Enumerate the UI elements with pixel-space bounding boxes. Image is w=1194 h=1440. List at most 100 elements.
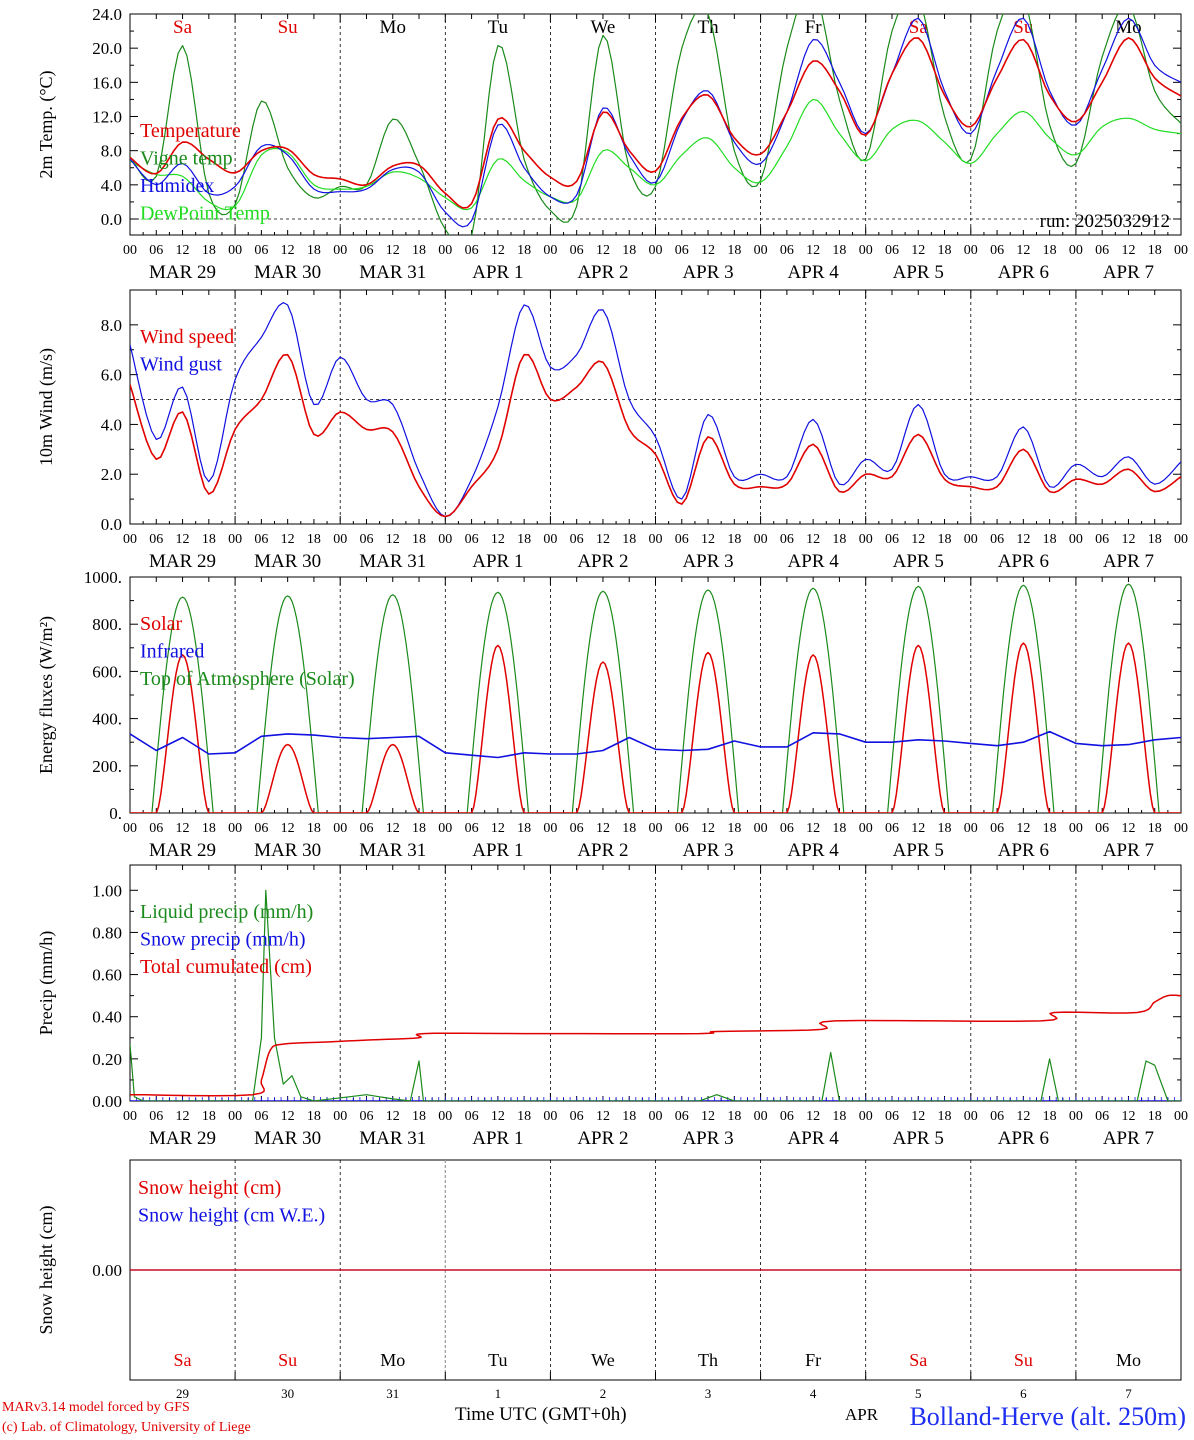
- x-tick-label: 18: [412, 1109, 426, 1124]
- station-title: Bolland-Herve (alt. 250m): [909, 1402, 1186, 1431]
- day-number-label: 7: [1125, 1386, 1132, 1401]
- x-tick-label: 06: [359, 532, 373, 547]
- x-tick-label: 12: [491, 532, 505, 547]
- date-label: MAR 30: [254, 262, 321, 283]
- x-tick-label: 00: [649, 532, 663, 547]
- model-credit: MARv3.14 model forced by GFS: [2, 1400, 190, 1415]
- y-tick-label: 0.80: [92, 923, 122, 942]
- x-tick-label: 18: [622, 1109, 636, 1124]
- x-tick-label: 12: [176, 243, 190, 258]
- x-tick-label: 00: [228, 243, 242, 258]
- x-tick-label: 06: [570, 821, 584, 836]
- x-tick-label: 00: [1069, 821, 1083, 836]
- day-label: Tu: [488, 1350, 507, 1370]
- x-tick-label: 18: [202, 532, 216, 547]
- day-label: Fr: [805, 1350, 821, 1370]
- y-tick-label: 8.0: [101, 316, 122, 335]
- day-label: Tu: [488, 17, 509, 38]
- x-tick-label: 12: [596, 821, 610, 836]
- legend-entry: Temperature: [140, 120, 241, 142]
- date-label: APR 7: [1103, 1128, 1154, 1149]
- x-tick-label: 12: [911, 532, 925, 547]
- x-tick-label: 06: [675, 243, 689, 258]
- date-label: APR 6: [998, 262, 1049, 283]
- x-tick-label: 18: [832, 1109, 846, 1124]
- lab-credit: (c) Lab. of Climatology, University of L…: [2, 1420, 251, 1435]
- legend-entry: Total cumulated (cm): [140, 956, 312, 978]
- x-tick-label: 12: [281, 532, 295, 547]
- x-tick-label: 18: [938, 243, 952, 258]
- x-tick-label: 00: [543, 1109, 557, 1124]
- legend-entry: Vigne temp: [140, 148, 233, 170]
- date-label: APR 7: [1103, 262, 1154, 283]
- y-tick-label: 0.0: [101, 210, 122, 229]
- x-tick-label: 06: [885, 532, 899, 547]
- x-tick-label: 12: [911, 1109, 925, 1124]
- y-tick-label: 0.0: [101, 515, 122, 534]
- series-line-toa-solar: [130, 583, 1181, 813]
- x-tick-label: 18: [1043, 821, 1057, 836]
- day-number-label: 2: [600, 1386, 607, 1401]
- x-tick-label: 18: [1043, 1109, 1057, 1124]
- x-tick-label: 00: [333, 532, 347, 547]
- date-label: APR 4: [788, 1128, 840, 1149]
- x-tick-label: 12: [1121, 532, 1135, 547]
- x-tick-label: 00: [1174, 243, 1188, 258]
- series-line-dewpoint-temp: [130, 98, 1181, 211]
- x-tick-label: 00: [859, 532, 873, 547]
- x-tick-label: 12: [491, 243, 505, 258]
- day-number-label: 6: [1020, 1386, 1027, 1401]
- legend-entry: Liquid precip (mm/h): [140, 901, 313, 923]
- series-line-humidex: [130, 17, 1181, 228]
- x-tick-label: 12: [1016, 1109, 1030, 1124]
- x-tick-label: 12: [1016, 243, 1030, 258]
- x-tick-label: 00: [543, 243, 557, 258]
- series-line-wind-gust: [130, 302, 1181, 518]
- x-tick-label: 18: [1148, 821, 1162, 836]
- date-label: MAR 31: [359, 840, 426, 861]
- date-label: APR 2: [577, 1128, 628, 1149]
- x-tick-label: 12: [1121, 243, 1135, 258]
- x-tick-label: 12: [911, 821, 925, 836]
- y-tick-label: 400.: [92, 710, 122, 729]
- x-tick-label: 18: [307, 821, 321, 836]
- y-tick-label: 0.00: [92, 1092, 122, 1111]
- date-label: APR 4: [788, 262, 840, 283]
- x-tick-label: 00: [649, 821, 663, 836]
- day-number-label: 30: [281, 1386, 294, 1401]
- legend-entry: Snow height (cm W.E.): [138, 1205, 325, 1227]
- y-tick-label: 20.0: [92, 39, 122, 58]
- x-tick-label: 06: [254, 1109, 268, 1124]
- date-label: APR 5: [893, 840, 944, 861]
- time-axis-label: Time UTC (GMT+0h): [455, 1404, 627, 1425]
- x-tick-label: 18: [517, 243, 531, 258]
- y-tick-label: 800.: [92, 615, 122, 634]
- x-tick-label: 18: [622, 532, 636, 547]
- y-tick-label: 1.00: [92, 881, 122, 900]
- date-label: APR 4: [788, 840, 840, 861]
- x-tick-label: 12: [701, 243, 715, 258]
- x-tick-label: 06: [675, 821, 689, 836]
- x-tick-label: 00: [859, 821, 873, 836]
- x-tick-label: 06: [990, 1109, 1004, 1124]
- day-label: Mo: [1115, 17, 1141, 38]
- date-label: APR 6: [998, 840, 1049, 861]
- y-tick-label: 200.: [92, 757, 122, 776]
- x-tick-label: 12: [176, 821, 190, 836]
- date-label: APR 2: [577, 262, 628, 283]
- x-tick-label: 12: [491, 1109, 505, 1124]
- x-tick-label: 12: [386, 1109, 400, 1124]
- x-tick-label: 12: [701, 532, 715, 547]
- date-label: MAR 30: [254, 840, 321, 861]
- x-tick-label: 06: [254, 532, 268, 547]
- x-tick-label: 12: [596, 1109, 610, 1124]
- day-label: Mo: [380, 17, 406, 38]
- date-label: MAR 31: [359, 1128, 426, 1149]
- panel-1: 0.0 4.0 8.0 12.0 16.0 20.0 24.0 2m Temp. (°C) 00…: [36, 5, 1188, 283]
- y-tick-label: 6.0: [101, 366, 122, 385]
- x-tick-label: 18: [412, 821, 426, 836]
- legend-entry: Snow height (cm): [138, 1177, 281, 1199]
- x-tick-label: 18: [202, 1109, 216, 1124]
- day-number-label: 4: [810, 1386, 817, 1401]
- x-tick-label: 00: [228, 1109, 242, 1124]
